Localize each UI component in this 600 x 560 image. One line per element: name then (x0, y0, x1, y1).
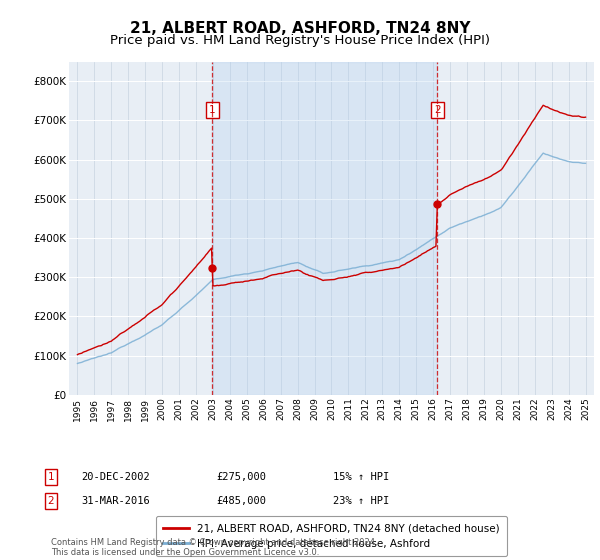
Text: £275,000: £275,000 (216, 472, 266, 482)
Text: Contains HM Land Registry data © Crown copyright and database right 2024.
This d: Contains HM Land Registry data © Crown c… (51, 538, 377, 557)
Text: Price paid vs. HM Land Registry's House Price Index (HPI): Price paid vs. HM Land Registry's House … (110, 34, 490, 46)
Text: 2: 2 (434, 105, 440, 115)
Text: £485,000: £485,000 (216, 496, 266, 506)
Text: 31-MAR-2016: 31-MAR-2016 (81, 496, 150, 506)
Text: 1: 1 (209, 105, 215, 115)
Text: 1: 1 (47, 472, 55, 482)
Text: 15% ↑ HPI: 15% ↑ HPI (333, 472, 389, 482)
Text: 23% ↑ HPI: 23% ↑ HPI (333, 496, 389, 506)
Legend: 21, ALBERT ROAD, ASHFORD, TN24 8NY (detached house), HPI: Average price, detache: 21, ALBERT ROAD, ASHFORD, TN24 8NY (deta… (156, 516, 507, 556)
Text: 20-DEC-2002: 20-DEC-2002 (81, 472, 150, 482)
Text: 21, ALBERT ROAD, ASHFORD, TN24 8NY: 21, ALBERT ROAD, ASHFORD, TN24 8NY (130, 21, 470, 36)
Bar (212, 62, 437, 395)
Text: 2: 2 (47, 496, 55, 506)
